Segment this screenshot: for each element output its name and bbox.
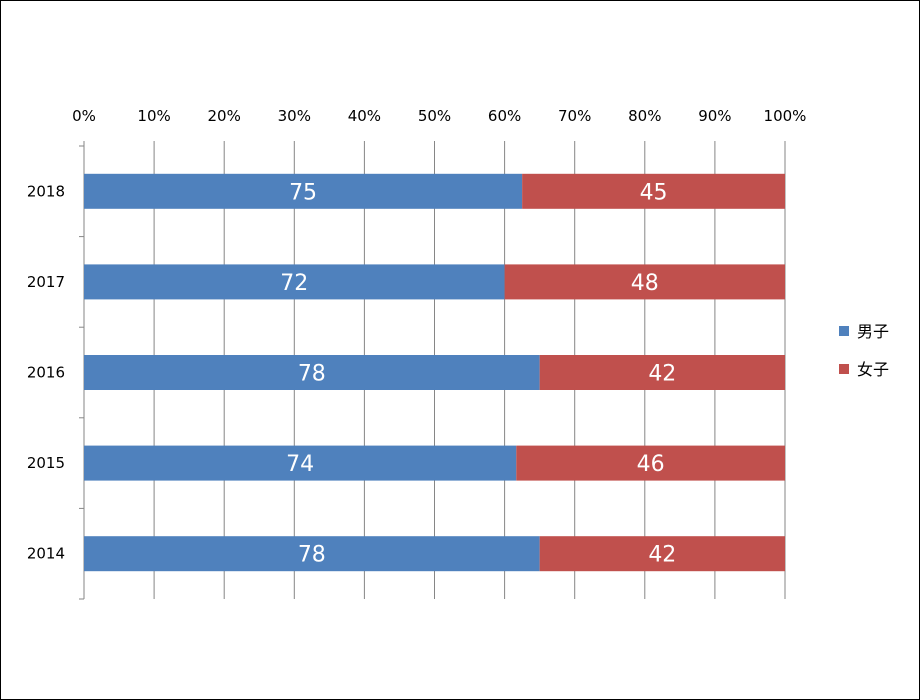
bar-segment [539, 355, 785, 390]
data-label: 42 [648, 362, 676, 387]
bar-segment [522, 173, 785, 209]
x-tick-label: 100% [764, 107, 807, 125]
data-label: 45 [640, 180, 668, 205]
bar-segment [84, 264, 505, 300]
y-axis: 2018 2017 2016 2015 2014 [27, 145, 85, 600]
data-label: 74 [286, 452, 314, 477]
x-tick-label: 20% [208, 107, 241, 125]
x-tick-label: 30% [278, 107, 311, 125]
x-tick-label: 80% [628, 107, 661, 125]
x-tick-label: 50% [418, 107, 451, 125]
category-label: 2018 [27, 182, 65, 200]
bar-segment [84, 536, 540, 572]
data-label: 78 [298, 543, 326, 568]
x-axis-ticks: 0% 10% 20% 30% 40% 50% 60% 70% 80% 90% 100% [72, 107, 806, 146]
data-label: 75 [289, 180, 317, 205]
bar-segment [516, 445, 785, 481]
bar-segment [84, 173, 523, 209]
x-tick-label: 60% [488, 107, 521, 125]
data-label: 48 [631, 271, 659, 296]
x-tick-label: 0% [72, 107, 96, 125]
data-label: 72 [280, 271, 308, 296]
x-tick-label: 70% [558, 107, 591, 125]
data-label: 78 [298, 362, 326, 387]
x-tick-label: 40% [348, 107, 381, 125]
legend-swatch [839, 364, 849, 374]
legend-label: 男子 [857, 322, 889, 341]
category-label: 2015 [27, 454, 65, 472]
legend-swatch [839, 326, 849, 336]
category-label: 2017 [27, 273, 65, 291]
category-label: 2014 [27, 545, 65, 563]
bar-segment [84, 355, 540, 390]
bars: 75 45 72 48 78 42 74 46 78 42 [84, 173, 785, 572]
category-label: 2016 [27, 364, 65, 382]
x-tick-label: 10% [137, 107, 170, 125]
legend-label: 女子 [857, 360, 889, 379]
bar-segment [504, 264, 785, 300]
bar-segment [84, 445, 517, 481]
bar-segment [539, 536, 785, 572]
data-label: 42 [648, 543, 676, 568]
x-tick-label: 90% [698, 107, 731, 125]
data-label: 46 [637, 452, 665, 477]
